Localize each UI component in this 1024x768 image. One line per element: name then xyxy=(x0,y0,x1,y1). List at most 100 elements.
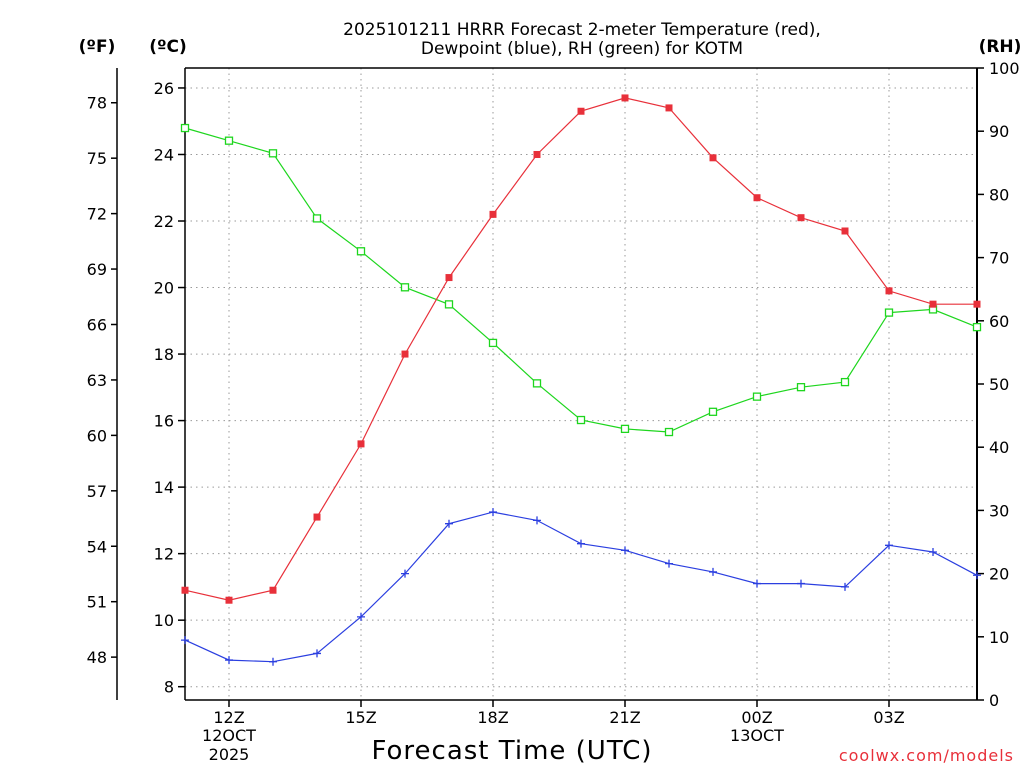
dewpoint-point xyxy=(269,657,277,666)
temperature-point xyxy=(665,104,673,112)
dewpoint-point xyxy=(181,636,189,645)
fahrenheit-tick-label: 48 xyxy=(87,648,107,667)
x-axis-label: Forecast Time (UTC) xyxy=(371,736,652,766)
axes: 8 10 12 14 16 18 20 22 24 26 48 51 54 57 60 63 66 69 72 75 7… xyxy=(87,59,1020,764)
fahrenheit-tick-label: 75 xyxy=(87,149,107,168)
celsius-tick-label: 12 xyxy=(154,545,174,564)
temperature-point xyxy=(929,300,937,308)
temperature-point xyxy=(841,227,849,235)
fahrenheit-tick-label: 54 xyxy=(87,537,107,556)
fahrenheit-tick-label: 60 xyxy=(87,426,107,445)
rh-tick-label: 10 xyxy=(989,628,1009,647)
celsius-tick-label: 14 xyxy=(154,478,174,497)
x-tick-label: 03Z xyxy=(873,708,904,727)
rh-tick-label: 50 xyxy=(989,375,1009,394)
dewpoint-point xyxy=(665,559,673,568)
rh-point xyxy=(268,149,278,158)
x-tick-label: 12Z xyxy=(213,708,244,727)
rh-point xyxy=(180,123,190,133)
rh-point xyxy=(752,392,762,401)
rh-point xyxy=(576,415,586,425)
rh-tick-label: 40 xyxy=(989,438,1009,457)
rh-point xyxy=(620,424,630,434)
temperature-point xyxy=(225,596,233,604)
celsius-tick-label: 22 xyxy=(154,212,174,231)
rh-point xyxy=(796,383,806,392)
series xyxy=(180,94,982,666)
dewpoint-point xyxy=(797,579,805,588)
dewpoint-point xyxy=(357,612,365,621)
fahrenheit-tick-label: 72 xyxy=(87,205,107,224)
fahrenheit-tick-label: 51 xyxy=(87,593,107,612)
dewpoint-point xyxy=(489,508,497,517)
rh-point xyxy=(972,322,982,332)
dewpoint-point xyxy=(577,539,585,548)
rh-point xyxy=(664,427,674,437)
temperature-point xyxy=(533,150,541,158)
celsius-tick-label: 8 xyxy=(164,678,174,697)
temperature-point xyxy=(401,350,409,358)
rh-point xyxy=(400,283,410,292)
dewpoint-point xyxy=(885,541,893,550)
celsius-tick-label: 18 xyxy=(154,345,174,364)
x-tick-date-label: 12OCT xyxy=(202,726,256,745)
temperature-point xyxy=(181,586,189,594)
rh-point xyxy=(840,377,850,387)
x-tick-label: 18Z xyxy=(477,708,508,727)
rh-tick-label: 100 xyxy=(989,59,1020,78)
dewpoint-point xyxy=(621,546,629,555)
rh-tick-label: 70 xyxy=(989,249,1009,268)
rh-point xyxy=(708,407,718,416)
rh-point xyxy=(488,338,498,348)
celsius-tick-label: 24 xyxy=(154,145,174,164)
rh-tick-label: 80 xyxy=(989,185,1009,204)
celsius-tick-label: 10 xyxy=(154,611,174,630)
temperature-point xyxy=(973,300,981,308)
fahrenheit-tick-label: 69 xyxy=(87,260,107,279)
rh-tick-label: 90 xyxy=(989,122,1009,141)
temperature-point xyxy=(269,586,277,594)
temperature-point xyxy=(577,107,585,115)
temperature-point xyxy=(621,94,629,102)
temperature-point xyxy=(885,287,893,295)
dewpoint-point xyxy=(313,649,321,658)
rh-tick-label: 20 xyxy=(989,565,1009,584)
temperature-point xyxy=(445,274,453,282)
temperature-point xyxy=(313,513,321,521)
dewpoint-point xyxy=(445,519,453,528)
fahrenheit-tick-label: 63 xyxy=(87,371,107,390)
x-tick-label: 21Z xyxy=(609,708,640,727)
rh-tick-label: 0 xyxy=(989,691,999,710)
dewpoint-point xyxy=(929,547,937,556)
dewpoint-point xyxy=(401,569,409,578)
temperature-point xyxy=(797,214,805,222)
rh-tick-label: 30 xyxy=(989,501,1009,520)
rh-point xyxy=(224,136,234,145)
celsius-tick-label: 16 xyxy=(154,412,174,431)
celsius-tick-label: 20 xyxy=(154,279,174,298)
rh-point xyxy=(312,214,322,223)
celsius-tick-label: 26 xyxy=(154,79,174,98)
rh-point xyxy=(884,308,894,317)
rh-point xyxy=(444,300,454,309)
rh-unit-label: (RH) xyxy=(979,37,1022,57)
chart-title-line1: 2025101211 HRRR Forecast 2-meter Tempera… xyxy=(343,20,821,40)
celsius-unit-label: (ºC) xyxy=(149,37,187,57)
dewpoint-point xyxy=(225,656,233,665)
dewpoint-point xyxy=(753,579,761,588)
x-tick-date-label: 13OCT xyxy=(730,726,784,745)
x-tick-label: 00Z xyxy=(741,708,772,727)
rh-point xyxy=(532,379,542,388)
temperature-point xyxy=(489,210,497,218)
fahrenheit-tick-label: 57 xyxy=(87,482,107,501)
temperature-point xyxy=(357,440,365,448)
rh-tick-label: 60 xyxy=(989,312,1009,331)
dewpoint-point xyxy=(709,567,717,576)
temperature-point xyxy=(753,194,761,202)
temperature-point xyxy=(709,154,717,162)
fahrenheit-unit-label: (ºF) xyxy=(79,37,116,57)
dewpoint-point xyxy=(973,571,981,580)
x-tick-label: 15Z xyxy=(345,708,376,727)
credit-label: coolwx.com/models xyxy=(839,746,1014,765)
